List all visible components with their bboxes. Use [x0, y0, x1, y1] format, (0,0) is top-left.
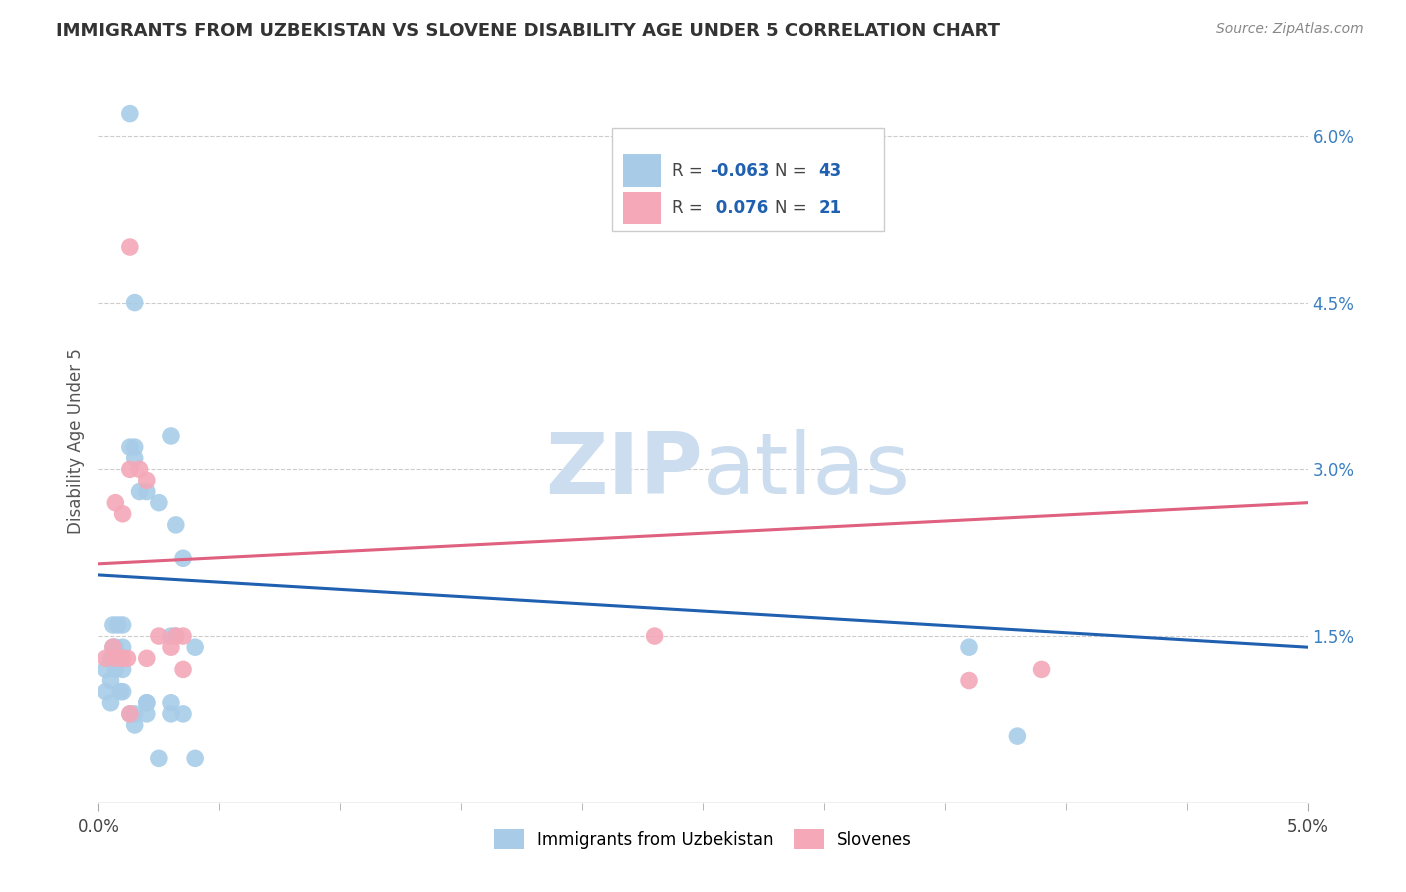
Point	[94, 651, 117, 665]
Text: 43: 43	[818, 162, 842, 180]
Point	[165, 629, 187, 643]
Point	[148, 751, 170, 765]
Text: N =: N =	[775, 162, 811, 180]
Text: IMMIGRANTS FROM UZBEKISTAN VS SLOVENE DISABILITY AGE UNDER 5 CORRELATION CHART: IMMIGRANTS FROM UZBEKISTAN VS SLOVENE DI…	[56, 22, 1000, 40]
Point	[111, 640, 134, 655]
Point	[124, 440, 146, 454]
Point	[117, 651, 139, 665]
Point	[135, 474, 157, 488]
Point	[111, 507, 134, 521]
Point	[148, 629, 170, 643]
Point	[160, 429, 183, 443]
Text: N =: N =	[775, 199, 811, 217]
Point	[104, 651, 127, 665]
Text: R =: R =	[672, 162, 707, 180]
Point	[135, 651, 157, 665]
Point	[165, 629, 187, 643]
Point	[94, 662, 117, 676]
Point	[124, 706, 146, 721]
Point	[160, 706, 183, 721]
Point	[135, 696, 157, 710]
Text: -0.063: -0.063	[710, 162, 769, 180]
Point	[100, 651, 122, 665]
Point	[135, 696, 157, 710]
Point	[100, 696, 122, 710]
Point	[104, 662, 127, 676]
Point	[184, 640, 207, 655]
Point	[100, 673, 122, 688]
Point	[160, 629, 183, 643]
Point	[111, 618, 134, 632]
Point	[101, 640, 124, 655]
Point	[135, 484, 157, 499]
Point	[124, 451, 146, 466]
Point	[101, 640, 124, 655]
Point	[118, 240, 141, 254]
Point	[957, 640, 980, 655]
Point	[957, 673, 980, 688]
Text: Source: ZipAtlas.com: Source: ZipAtlas.com	[1216, 22, 1364, 37]
Point	[184, 751, 207, 765]
Point	[111, 662, 134, 676]
Point	[108, 684, 131, 698]
Point	[160, 640, 183, 655]
Y-axis label: Disability Age Under 5: Disability Age Under 5	[66, 349, 84, 534]
Point	[118, 706, 141, 721]
Point	[1031, 662, 1053, 676]
Point	[111, 684, 134, 698]
Point	[94, 684, 117, 698]
Legend: Immigrants from Uzbekistan, Slovenes: Immigrants from Uzbekistan, Slovenes	[494, 830, 912, 848]
Point	[172, 629, 194, 643]
Point	[124, 718, 146, 732]
Point	[104, 496, 127, 510]
Text: 21: 21	[818, 199, 842, 217]
Point	[118, 706, 141, 721]
Point	[107, 651, 129, 665]
Point	[172, 551, 194, 566]
Text: atlas: atlas	[703, 429, 911, 512]
Text: R =: R =	[672, 199, 707, 217]
Point	[148, 496, 170, 510]
Point	[107, 618, 129, 632]
Point	[172, 706, 194, 721]
Point	[160, 696, 183, 710]
Point	[124, 295, 146, 310]
Point	[118, 440, 141, 454]
Point	[172, 662, 194, 676]
Point	[1007, 729, 1029, 743]
Text: ZIP: ZIP	[546, 429, 703, 512]
Point	[644, 629, 666, 643]
Text: 0.076: 0.076	[710, 199, 768, 217]
Point	[165, 517, 187, 532]
Point	[118, 106, 141, 120]
Point	[118, 462, 141, 476]
Point	[101, 618, 124, 632]
Point	[135, 706, 157, 721]
Point	[128, 484, 150, 499]
Point	[104, 640, 127, 655]
Point	[128, 462, 150, 476]
Point	[111, 651, 134, 665]
